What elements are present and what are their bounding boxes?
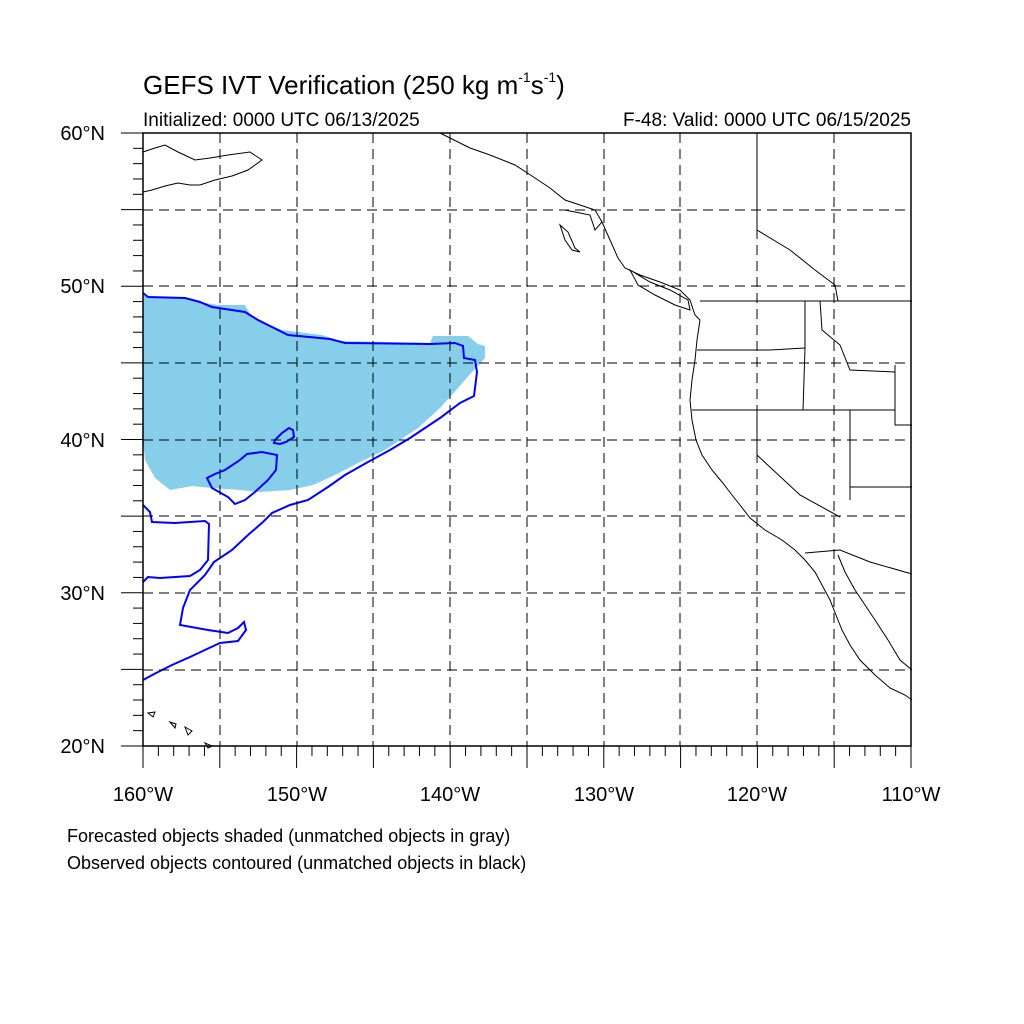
bc-alberta-border bbox=[756, 133, 839, 302]
forecast-object-shaded bbox=[143, 296, 485, 492]
observed-contour-west-arm bbox=[142, 504, 211, 583]
observed-contour-main bbox=[142, 292, 479, 681]
ut-co-border bbox=[894, 365, 912, 426]
vancouver-island bbox=[628, 268, 691, 311]
wa-id-border bbox=[802, 301, 806, 411]
wa-or-border bbox=[697, 347, 806, 351]
lat-label-50: 50°N bbox=[60, 276, 105, 298]
nv-border bbox=[756, 410, 841, 518]
alaska-panhandle-coast bbox=[439, 132, 603, 231]
graticule bbox=[143, 133, 911, 746]
coastlines bbox=[142, 132, 913, 749]
haida-gwaii bbox=[558, 223, 581, 253]
baja-gulf-coast bbox=[837, 554, 913, 671]
lon-label-160w: 160°W bbox=[112, 784, 174, 806]
lon-label-120w: 120°W bbox=[726, 784, 788, 806]
lon-label-110w: 110°W bbox=[881, 784, 941, 806]
british-columbia-coast bbox=[601, 221, 701, 321]
valid-time-label: F-48: Valid: 0000 UTC 06/15/2025 bbox=[623, 110, 911, 131]
observed-contour-lobe-b bbox=[272, 426, 296, 446]
political-borders bbox=[692, 133, 913, 575]
observed-contours bbox=[142, 292, 479, 681]
us-mexico-border bbox=[804, 549, 913, 575]
footnote-forecast: Forecasted objects shaded (unmatched obj… bbox=[67, 826, 511, 846]
us-west-coast bbox=[689, 319, 913, 701]
hawaii-islands bbox=[146, 711, 214, 749]
lon-label-130w: 130°W bbox=[573, 784, 635, 806]
lat-label-40: 40°N bbox=[60, 430, 105, 452]
lat-label-60: 60°N bbox=[60, 123, 105, 145]
observed-contour-lobe-a bbox=[205, 450, 279, 506]
lon-label-150w: 150°W bbox=[266, 784, 328, 806]
alaska-coast bbox=[142, 144, 263, 193]
id-mt-border bbox=[819, 300, 896, 373]
lon-label-140w: 140°W bbox=[419, 784, 481, 806]
axis-ticks bbox=[121, 132, 912, 768]
lat-label-30: 30°N bbox=[60, 583, 105, 605]
footnote-observed: Observed objects contoured (unmatched ob… bbox=[67, 853, 527, 873]
lat-label-20: 20°N bbox=[60, 736, 105, 758]
map-title: GEFS IVT Verification (250 kg m-1s-1) bbox=[143, 69, 565, 100]
initialized-label: Initialized: 0000 UTC 06/13/2025 bbox=[143, 110, 420, 131]
